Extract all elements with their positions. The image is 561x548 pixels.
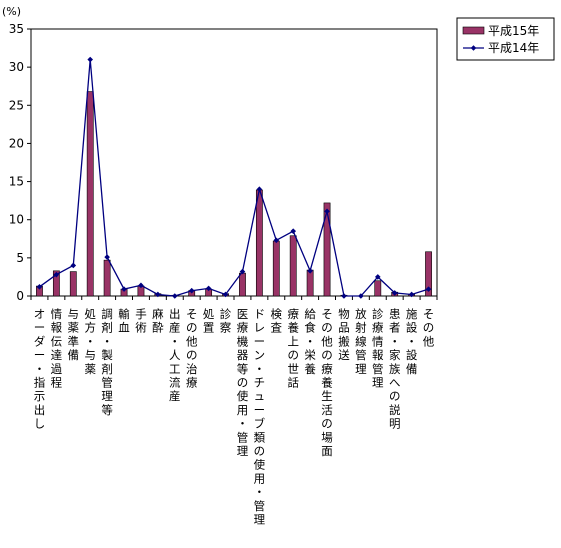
category-label: 検査: [271, 307, 283, 335]
y-axis-unit-label: (%): [2, 5, 21, 18]
bar-5: [103, 259, 111, 297]
category-label: 出産・人工流産: [169, 307, 181, 403]
category-label: 放射線管理: [355, 307, 367, 376]
line-point-22: [391, 290, 398, 296]
legend-label: 平成15年: [488, 24, 539, 38]
category-label: 給食・栄養: [304, 307, 316, 376]
line-point-24: [425, 286, 432, 292]
bar-21: [374, 280, 382, 297]
line-point-21: [374, 274, 381, 280]
y-tick-label: 25: [9, 98, 24, 112]
category-label: 医療機器等の使用・管理: [237, 307, 249, 458]
line-point-11: [205, 285, 212, 292]
line-point-13: [239, 268, 246, 275]
line-point-12: [222, 291, 229, 298]
bar-4: [86, 91, 94, 297]
category-label: 診察: [220, 307, 232, 335]
line-point-15: [273, 237, 280, 244]
line-point-7: [138, 282, 144, 289]
y-tick-label: 15: [9, 175, 24, 189]
y-tick-label: 20: [9, 136, 24, 150]
category-label: その他: [423, 307, 435, 348]
category-label: オーダー・指示出し: [34, 307, 46, 431]
category-label: 手術: [135, 307, 147, 335]
category-label: その他の療養生活の場面: [321, 307, 333, 458]
category-label: 患者・家族への説明: [389, 307, 401, 431]
plot-area: 0 5 10 15 20 25 30 35 オーダー・指示出し情報伝達過程与薬準備処方・与薬調剤…: [9, 22, 438, 527]
category-label: ドレーン・チューブ類の使用・管理: [254, 307, 266, 527]
line-point-20: [358, 293, 364, 299]
bar-2: [52, 270, 60, 297]
line-point-16: [290, 228, 297, 234]
line-point-6: [121, 286, 127, 292]
y-tick-label: 30: [9, 60, 24, 74]
series-line-1: [39, 59, 429, 297]
line-point-10: [188, 287, 195, 294]
category-label: その他の治療: [186, 307, 198, 390]
category-label: 処置: [203, 307, 215, 335]
legend-marker: [470, 45, 477, 51]
legend-swatch-bar: [462, 26, 485, 35]
category-label: 処方・与薬: [84, 307, 96, 376]
line-point-23: [408, 291, 415, 298]
y-tick-label: 10: [9, 213, 24, 227]
line-point-19: [341, 293, 347, 299]
category-label: 療養上の世話: [287, 307, 299, 390]
line-point-5: [104, 254, 110, 260]
y-tick-label: 5: [16, 251, 24, 265]
line-point-14: [256, 186, 263, 192]
line-point-8: [155, 291, 161, 298]
category-label: 麻酔: [152, 307, 164, 335]
category-label: 施設・設備: [406, 307, 418, 376]
legend-box: [456, 17, 555, 61]
bar-3: [69, 271, 77, 297]
line-point-9: [171, 293, 178, 299]
bar-24: [425, 251, 432, 297]
category-label: 輸血: [118, 307, 130, 335]
line-point-1: [36, 284, 43, 290]
y-tick-label: 0: [16, 289, 24, 303]
bar-15: [272, 240, 280, 297]
line-point-18: [324, 208, 330, 215]
bar-16: [289, 235, 297, 297]
category-label: 与薬準備: [68, 307, 80, 362]
legend-label: 平成14年: [488, 41, 539, 55]
y-tick-label: 35: [9, 22, 24, 36]
category-label: 診療情報管理: [372, 307, 384, 390]
line-point-17: [307, 268, 313, 274]
bar-13: [239, 272, 246, 297]
bar-14: [255, 189, 263, 297]
line-point-4: [87, 56, 94, 63]
line-point-3: [70, 262, 77, 269]
line-point-2: [53, 271, 60, 278]
category-label: 調剤・製剤管理等: [101, 307, 113, 417]
category-label: 物品搬送: [338, 307, 350, 362]
category-label: 情報伝達過程: [51, 307, 63, 390]
bar-18: [323, 202, 331, 297]
bar-17: [306, 269, 314, 297]
